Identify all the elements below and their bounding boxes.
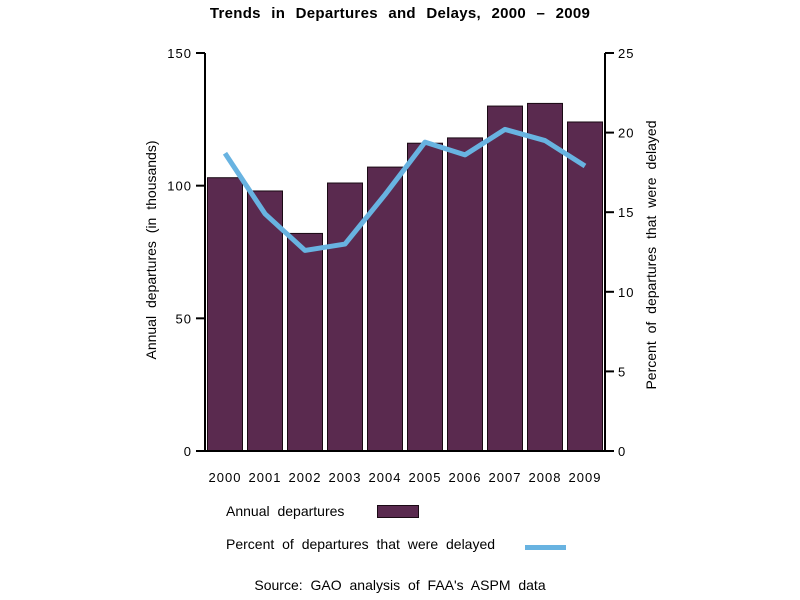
x-axis-tick-label: 2007 [489,470,522,485]
bar-2009 [567,121,603,452]
bar-2006 [447,137,483,452]
x-axis-tick-label: 2008 [529,470,562,485]
x-axis-tick-label: 2001 [249,470,282,485]
bar-2007 [487,105,523,452]
right-axis-tick-label: 0 [618,444,626,459]
x-axis-tick-label: 2006 [449,470,482,485]
bar-2003 [327,182,363,452]
bar-2002 [287,232,323,452]
bar-2005 [407,142,443,452]
right-axis-tick-label: 10 [618,285,634,300]
x-axis-tick-label: 2004 [369,470,402,485]
x-axis-tick-label: 2000 [209,470,242,485]
source-note: Source: GAO analysis of FAA's ASPM data [254,577,546,593]
chart-title: Trends in Departures and Delays, 2000 – … [209,5,591,22]
left-axis-tick-label: 100 [167,179,192,194]
bar-swatch [377,505,419,518]
left-axis-tick-label: 50 [176,311,192,326]
right-axis-tick-label: 5 [618,364,626,379]
left-axis-label: Annual departures (in thousands) [143,140,159,360]
bar-2000 [207,177,243,452]
line-swatch [525,545,566,550]
x-axis-tick-label: 2002 [289,470,322,485]
x-axis-tick-label: 2009 [569,470,602,485]
bar-2008 [527,102,563,452]
legend-label-delayed: Percent of departures that were delayed [226,536,496,552]
x-axis-tick-label: 2003 [329,470,362,485]
right-axis-label: Percent of departures that were delayed [643,120,659,390]
bar-2004 [367,166,403,452]
right-axis-tick-label: 20 [618,126,634,141]
x-axis-tick-label: 2005 [409,470,442,485]
legend-label-departures: Annual departures [226,503,345,519]
delay-trend-line [222,126,587,253]
left-axis-tick-label: 0 [184,444,192,459]
right-axis-tick-label: 15 [618,205,634,220]
right-axis-tick-label: 25 [618,46,634,61]
left-axis-tick-label: 150 [167,46,192,61]
bar-2001 [247,190,283,452]
